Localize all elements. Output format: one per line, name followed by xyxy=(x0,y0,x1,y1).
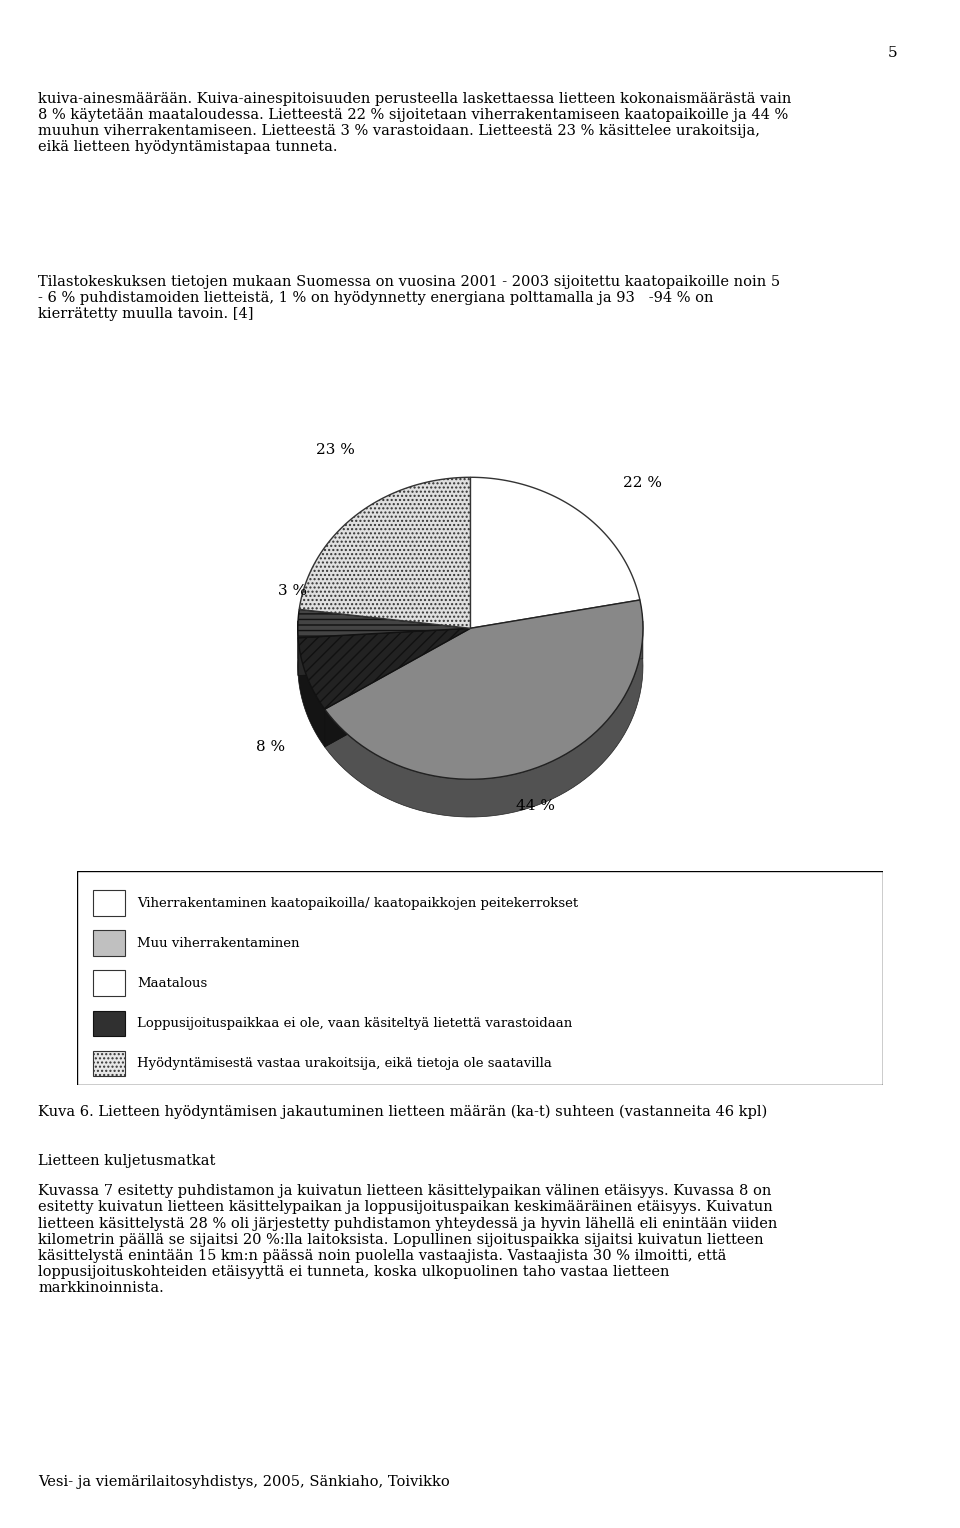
Bar xyxy=(93,1051,125,1076)
Text: Loppusijoituspaikkaa ei ole, vaan käsiteltyä lietettä varastoidaan: Loppusijoituspaikkaa ei ole, vaan käsite… xyxy=(137,1016,572,1030)
Text: 5: 5 xyxy=(888,46,898,61)
Polygon shape xyxy=(298,610,470,637)
Text: Viherrakentaminen kaatopaikoilla/ kaatopaikkojen peitekerrokset: Viherrakentaminen kaatopaikoilla/ kaatop… xyxy=(137,897,579,909)
Polygon shape xyxy=(470,477,640,628)
Text: 23 %: 23 % xyxy=(316,443,355,457)
Polygon shape xyxy=(324,620,643,817)
Text: Hyödyntämisestä vastaa urakoitsija, eikä tietoja ole saatavilla: Hyödyntämisestä vastaa urakoitsija, eikä… xyxy=(137,1057,552,1070)
Polygon shape xyxy=(324,601,643,779)
FancyBboxPatch shape xyxy=(77,871,883,1085)
Polygon shape xyxy=(470,620,643,666)
Text: kuiva-ainesmäärään. Kuiva-ainespitoisuuden perusteella laskettaessa lietteen kok: kuiva-ainesmäärään. Kuiva-ainespitoisuud… xyxy=(38,92,792,154)
Text: Muu viherrakentaminen: Muu viherrakentaminen xyxy=(137,937,300,950)
Polygon shape xyxy=(324,628,470,747)
Text: 3 %: 3 % xyxy=(277,584,307,597)
Polygon shape xyxy=(324,628,470,747)
Polygon shape xyxy=(300,477,470,628)
Text: 22 %: 22 % xyxy=(623,475,662,489)
Polygon shape xyxy=(299,628,470,709)
Text: Vesi- ja viemärilaitosyhdistys, 2005, Sänkiaho, Toivikko: Vesi- ja viemärilaitosyhdistys, 2005, Sä… xyxy=(38,1475,450,1490)
Polygon shape xyxy=(299,628,470,675)
Text: Maatalous: Maatalous xyxy=(137,976,207,990)
Bar xyxy=(93,931,125,957)
Text: 8 %: 8 % xyxy=(256,740,285,753)
Polygon shape xyxy=(299,628,470,675)
Polygon shape xyxy=(298,620,470,666)
Text: Kuvassa 7 esitetty puhdistamon ja kuivatun lietteen käsittelypaikan välinen etäi: Kuvassa 7 esitetty puhdistamon ja kuivat… xyxy=(38,1184,778,1296)
Bar xyxy=(93,1010,125,1036)
Polygon shape xyxy=(299,637,324,747)
Text: Lietteen kuljetusmatkat: Lietteen kuljetusmatkat xyxy=(38,1154,216,1169)
Bar xyxy=(93,891,125,915)
Text: 44 %: 44 % xyxy=(516,799,555,813)
Bar xyxy=(93,970,125,996)
Text: Kuva 6. Lietteen hyödyntämisen jakautuminen lietteen määrän (ka-t) suhteen (vast: Kuva 6. Lietteen hyödyntämisen jakautumi… xyxy=(38,1105,768,1118)
Text: Tilastokeskuksen tietojen mukaan Suomessa on vuosina 2001 - 2003 sijoitettu kaat: Tilastokeskuksen tietojen mukaan Suomess… xyxy=(38,275,780,321)
